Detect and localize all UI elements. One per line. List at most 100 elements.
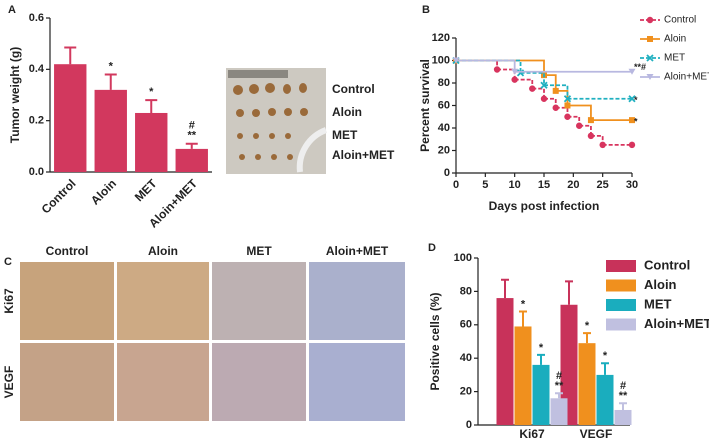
- marker: [552, 87, 559, 94]
- x-tick-label: 30: [626, 179, 638, 191]
- y-tick-label: 100: [432, 54, 450, 66]
- marker: [452, 57, 460, 64]
- marker: [587, 117, 594, 124]
- legend-swatch: [606, 279, 636, 292]
- significance: *: [109, 60, 114, 72]
- legend-label: MET: [644, 296, 672, 311]
- significance: *: [521, 298, 526, 310]
- bar: [614, 409, 632, 425]
- marker: [493, 66, 501, 73]
- photo-label: Control: [332, 82, 375, 96]
- marker: [552, 104, 559, 111]
- legend-label: Aloin+MET: [664, 72, 709, 83]
- bar: [514, 326, 532, 425]
- y-tick-label: 100: [454, 252, 472, 264]
- error-bar: [555, 392, 563, 399]
- survival-step: [456, 59, 545, 76]
- x-axis-label: Days post infection: [489, 199, 600, 213]
- photo-label: Aloin+MET: [332, 148, 395, 162]
- photo-label: Aloin: [332, 105, 362, 119]
- legend-label: MET: [664, 53, 685, 64]
- significance: *: [634, 95, 638, 105]
- legend-swatch: [606, 260, 636, 272]
- marker: [564, 102, 571, 109]
- x-tick-label: Control: [39, 176, 79, 216]
- bar: [54, 64, 87, 172]
- panel-letter: D: [428, 242, 436, 254]
- bar: [135, 112, 168, 172]
- bar: [175, 148, 208, 172]
- marker: [540, 95, 548, 102]
- significance: *: [634, 117, 638, 127]
- survival-step: [567, 104, 592, 121]
- survival-step: [567, 115, 581, 126]
- tumor-photo: [226, 68, 328, 174]
- marker: [511, 76, 518, 83]
- x-tick-label: VEGF: [580, 427, 613, 441]
- marker: [540, 81, 548, 89]
- bar: [532, 364, 550, 425]
- error-bar: [145, 99, 158, 113]
- y-tick-label: 40: [460, 352, 472, 364]
- significance: #: [189, 120, 195, 132]
- bar: [578, 343, 596, 425]
- marker: [511, 68, 519, 75]
- marker: [629, 117, 635, 124]
- error-bar: [501, 278, 509, 299]
- error-bar: [601, 362, 609, 375]
- significance: *: [539, 342, 544, 354]
- marker: [628, 68, 636, 75]
- legend-label: Control: [644, 257, 690, 272]
- column-label: Aloin+MET: [326, 244, 389, 258]
- significance: #: [556, 370, 562, 382]
- x-tick-label: 20: [567, 179, 579, 191]
- y-tick-label: 120: [432, 32, 450, 44]
- survival-step: [456, 59, 522, 73]
- marker: [646, 74, 654, 80]
- survival-step: [544, 97, 557, 108]
- bar: [496, 298, 514, 425]
- marker: [587, 132, 595, 140]
- x-tick-label: 15: [538, 179, 550, 191]
- legend-swatch: [606, 318, 636, 331]
- photo-label: MET: [332, 128, 358, 142]
- legend-label: Aloin: [644, 277, 677, 292]
- x-tick-label: 25: [597, 179, 609, 191]
- ihc-images: [20, 262, 405, 421]
- legend-label: Aloin+MET: [644, 316, 709, 331]
- survival-step: [544, 84, 569, 99]
- significance: *: [585, 320, 590, 332]
- x-tick-label: MET: [132, 176, 160, 204]
- panel-letter: B: [422, 4, 430, 16]
- survival-step: [555, 106, 569, 117]
- y-tick-label: 0.6: [29, 12, 44, 24]
- survival-step: [544, 74, 557, 91]
- marker: [628, 95, 636, 103]
- panel-letter: C: [4, 256, 12, 268]
- error-bar: [104, 73, 117, 90]
- legend-swatch: [606, 299, 636, 311]
- survival-step: [579, 124, 592, 136]
- y-tick-label: 20: [438, 144, 450, 156]
- significance: **: [619, 390, 628, 402]
- column-label: Aloin: [148, 244, 178, 258]
- y-tick-label: 0.0: [29, 166, 44, 178]
- marker: [563, 95, 572, 103]
- legend-label: Aloin: [664, 34, 686, 45]
- row-label: Ki67: [2, 288, 16, 314]
- marker: [647, 36, 653, 42]
- marker: [646, 16, 654, 24]
- y-tick-label: 40: [438, 122, 450, 134]
- marker: [576, 122, 583, 129]
- y-tick-label: 0.2: [29, 115, 44, 127]
- significance: #: [620, 380, 626, 392]
- error-bar: [519, 310, 527, 327]
- marker: [628, 141, 636, 149]
- survival-step: [456, 59, 498, 70]
- survival-step: [532, 87, 545, 99]
- column-label: Control: [46, 244, 89, 258]
- y-tick-label: 80: [438, 77, 450, 89]
- y-axis-label: Percent survival: [418, 59, 432, 152]
- legend-label: Control: [664, 15, 696, 26]
